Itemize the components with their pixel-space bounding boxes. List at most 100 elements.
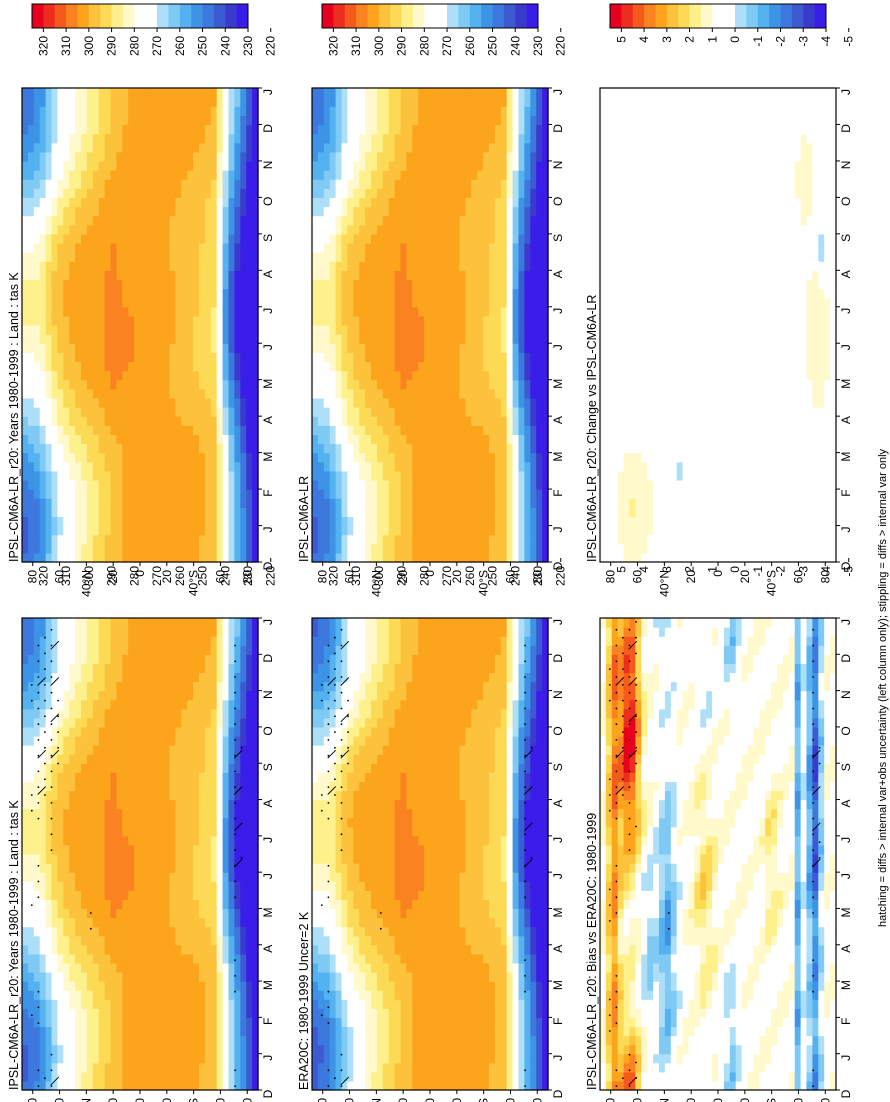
- heatmap-cell: [204, 826, 212, 837]
- heatmap-cell: [69, 252, 76, 262]
- heatmap-cell: [222, 717, 230, 728]
- heatmap-cell: [98, 654, 106, 664]
- heatmap-cell: [204, 543, 212, 554]
- heatmap-cell: [39, 1071, 47, 1082]
- heatmap-cell: [69, 489, 76, 499]
- heatmap-cell: [145, 1071, 153, 1082]
- heatmap-cell: [69, 1017, 76, 1028]
- heatmap-cell: [210, 1035, 218, 1046]
- heatmap-cell: [187, 206, 194, 217]
- colorbar-label: 310: [59, 566, 73, 586]
- heatmap-cell: [210, 434, 218, 445]
- heatmap-cell: [45, 917, 53, 928]
- heatmap-cell: [134, 452, 141, 463]
- heatmap-cell: [122, 999, 129, 1009]
- heatmap-cell: [134, 470, 141, 481]
- chart-panel-2: DJFMAMJJASONDJ806040°N2002040°S6080ERA20…: [297, 533, 568, 1102]
- heatmap-cell: [312, 1080, 319, 1091]
- heatmap-cell: [175, 525, 182, 536]
- heatmap-cell: [45, 543, 53, 554]
- heatmap-cell: [210, 663, 218, 674]
- heatmap-cell: [228, 636, 235, 646]
- heatmap-cell: [512, 1026, 520, 1037]
- heatmap-cell: [39, 990, 47, 1000]
- heatmap-cell: [181, 379, 188, 390]
- heatmap-cell: [181, 170, 188, 180]
- heatmap-cell: [210, 908, 218, 919]
- heatmap-cell: [122, 106, 129, 116]
- heatmap-cell: [69, 872, 76, 882]
- heatmap-cell: [353, 1062, 360, 1073]
- heatmap-cell: [104, 124, 112, 135]
- heatmap-cell: [163, 917, 171, 928]
- heatmap-cell: [169, 672, 176, 683]
- stipple-dot: [44, 668, 46, 670]
- heatmap-cell: [187, 297, 194, 308]
- heatmap-cell: [175, 772, 182, 782]
- heatmap-cell: [435, 1017, 443, 1028]
- heatmap-cell: [204, 270, 212, 281]
- heatmap-cell: [69, 654, 76, 664]
- heatmap-cell: [246, 854, 253, 864]
- heatmap-cell: [157, 645, 165, 655]
- heatmap-cell: [81, 699, 88, 710]
- heatmap-cell: [63, 1035, 70, 1046]
- heatmap-cell: [98, 179, 106, 189]
- heatmap-cell: [140, 170, 147, 180]
- heatmap-cell: [157, 361, 165, 372]
- heatmap-cell: [252, 1044, 259, 1055]
- heatmap-cell: [234, 808, 241, 819]
- heatmap-cell: [128, 434, 135, 445]
- heatmap-cell: [104, 370, 112, 381]
- lat-tick-label: 40°N: [79, 1098, 93, 1102]
- heatmap-cell: [169, 953, 176, 964]
- heatmap-cell: [145, 516, 153, 527]
- heatmap-cell: [216, 97, 224, 107]
- stipple-dot: [50, 802, 53, 804]
- heatmap-cell: [45, 790, 53, 801]
- heatmap-cell: [204, 443, 212, 454]
- heatmap-cell: [157, 654, 165, 664]
- heatmap-cell: [312, 1026, 319, 1037]
- heatmap-cell: [199, 106, 206, 116]
- heatmap-cell: [210, 808, 218, 819]
- heatmap-cell: [27, 170, 35, 180]
- heatmap-cell: [45, 525, 53, 536]
- heatmap-cell: [210, 325, 218, 335]
- heatmap-cell: [524, 1017, 531, 1028]
- heatmap-cell: [86, 97, 94, 107]
- heatmap-cell: [27, 133, 35, 144]
- heatmap-cell: [98, 999, 106, 1009]
- heatmap-cell: [39, 388, 47, 399]
- heatmap-cell: [98, 863, 106, 873]
- heatmap-cell: [187, 315, 194, 326]
- heatmap-cell: [518, 999, 525, 1009]
- heatmap-cell: [104, 261, 112, 271]
- heatmap-cell: [199, 97, 206, 107]
- heatmap-cell: [371, 1017, 378, 1028]
- heatmap-cell: [39, 370, 47, 381]
- heatmap-cell: [22, 772, 29, 782]
- heatmap-cell: [128, 416, 135, 426]
- heatmap-cell: [57, 645, 64, 655]
- heatmap-cell: [98, 215, 106, 226]
- heatmap-cell: [151, 133, 159, 144]
- heatmap-cell: [216, 425, 224, 435]
- heatmap-cell: [51, 981, 58, 991]
- heatmap-cell: [234, 654, 241, 664]
- heatmap-cell: [45, 781, 53, 792]
- heatmap-cell: [204, 197, 212, 208]
- stipple-dot: [37, 880, 40, 883]
- heatmap-cell: [169, 663, 176, 674]
- heatmap-cell: [175, 699, 182, 710]
- heatmap-cell: [27, 690, 35, 701]
- heatmap-cell: [163, 908, 171, 919]
- heatmap-cell: [86, 233, 94, 244]
- heatmap-cell: [45, 881, 53, 891]
- heatmap-cell: [98, 525, 106, 536]
- heatmap-cell: [86, 388, 94, 399]
- heatmap-cell: [240, 206, 247, 217]
- heatmap-cell: [441, 1080, 449, 1091]
- heatmap-cell: [92, 297, 100, 308]
- heatmap-cell: [98, 944, 106, 955]
